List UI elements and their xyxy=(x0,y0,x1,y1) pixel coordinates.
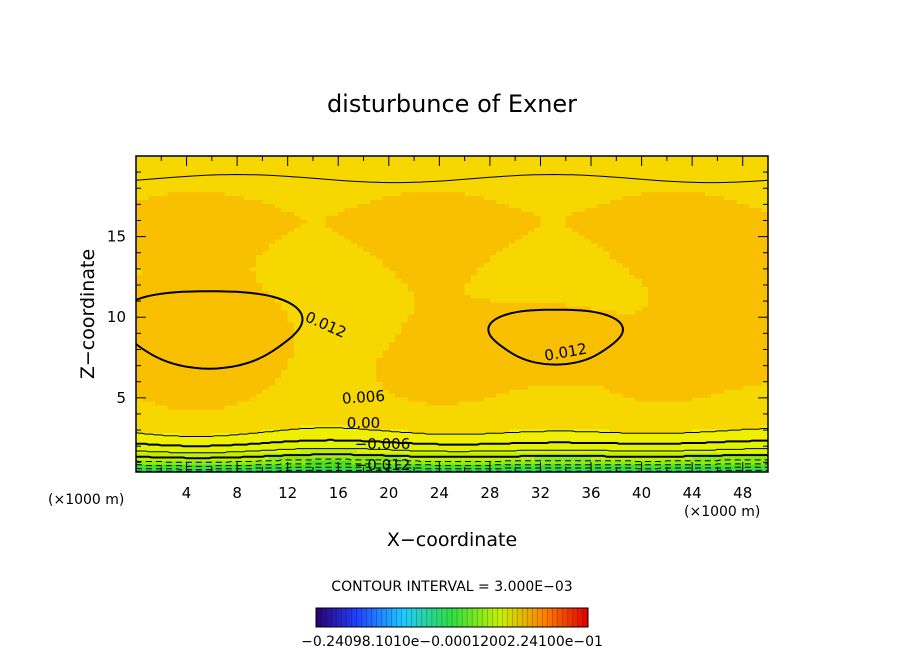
contour-line xyxy=(136,466,768,471)
contour-field xyxy=(136,156,768,472)
contour-line xyxy=(136,453,768,460)
colorbar: −0.24098.1010e−0.00012002.24100e−01 xyxy=(301,607,603,650)
y-axis-label: Z−coordinate xyxy=(77,249,99,379)
x-tick-label: 28 xyxy=(480,484,499,502)
colorbar-ticks xyxy=(320,608,584,627)
contour-line xyxy=(136,438,768,448)
x-tick-label: 36 xyxy=(581,484,600,502)
x-tick-label: 4 xyxy=(182,484,192,502)
contour-line xyxy=(136,173,768,184)
plot-frame xyxy=(135,155,769,473)
x-axis-ticks: 4 8 12 16 20 24 28 32 36 40 44 48 xyxy=(160,156,769,502)
y-tick-label: 5 xyxy=(116,389,126,407)
contour-line xyxy=(136,290,304,370)
x-unit-label: (×1000 m) xyxy=(684,504,760,520)
x-axis-label: X−coordinate xyxy=(387,529,517,551)
y-tick-label: 10 xyxy=(107,308,126,326)
contour-line xyxy=(136,427,768,437)
contour-line xyxy=(487,308,624,366)
x-tick-label: 40 xyxy=(632,484,651,502)
contour-line xyxy=(136,469,768,472)
x-tick-label: 12 xyxy=(278,484,297,502)
contour-label: −0.012 xyxy=(355,456,411,474)
contour-line xyxy=(136,458,768,463)
x-tick-label: 8 xyxy=(232,484,242,502)
x-tick-label: 44 xyxy=(683,484,702,502)
chart-title: disturbunce of Exner xyxy=(327,90,577,118)
contour-line xyxy=(136,448,768,454)
contour-interval-text: CONTOUR INTERVAL = 3.000E−03 xyxy=(331,579,572,595)
x-tick-label: 48 xyxy=(733,484,752,502)
contour-label: −0.006 xyxy=(355,435,411,453)
contour-label: 0.00 xyxy=(347,414,380,432)
y-tick-label: 15 xyxy=(107,228,126,246)
y-axis-ticks: 5 10 15 xyxy=(107,171,768,463)
x-tick-label: 20 xyxy=(379,484,398,502)
contour-line xyxy=(136,462,768,467)
x-tick-label: 24 xyxy=(430,484,449,502)
colorbar-labels: −0.24098.1010e−0.00012002.24100e−01 xyxy=(301,634,603,650)
y-unit-label: (×1000 m) xyxy=(48,492,124,508)
x-tick-label: 32 xyxy=(531,484,550,502)
x-tick-label: 16 xyxy=(329,484,348,502)
contour-label: 0.006 xyxy=(341,387,385,408)
colorbar-bar xyxy=(315,607,589,628)
